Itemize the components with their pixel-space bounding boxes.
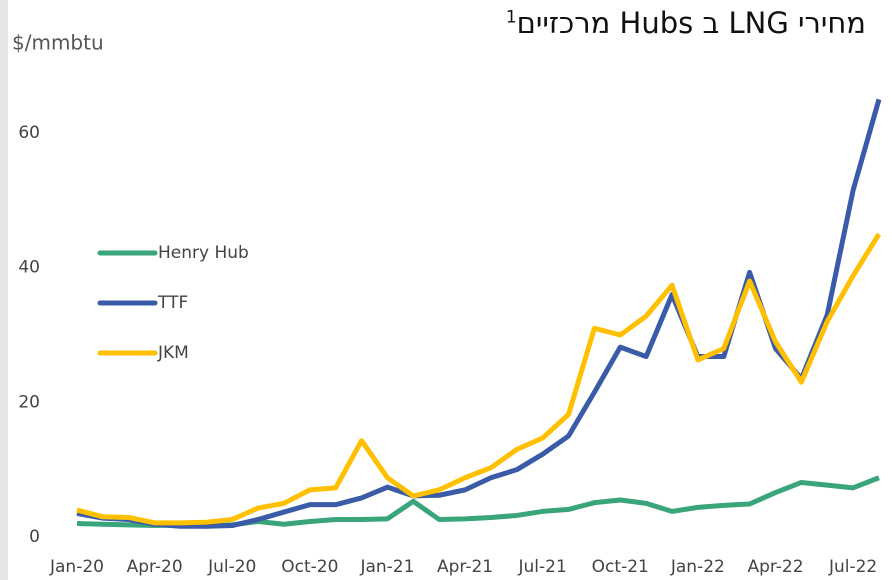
legend-label: TTF bbox=[157, 293, 188, 313]
x-tick-label: Apr-20 bbox=[127, 557, 183, 577]
legend-label: Henry Hub bbox=[158, 243, 249, 263]
x-tick-label: Jul-20 bbox=[207, 557, 256, 577]
y-tick-label: 40 bbox=[18, 258, 40, 278]
legend-label: JKM bbox=[157, 343, 189, 363]
chart-title: מחירי LNG ב Hubs מרכזיים1 bbox=[506, 6, 866, 40]
x-tick-label: Jan-20 bbox=[49, 557, 104, 577]
y-tick-label: 60 bbox=[18, 123, 40, 143]
line-series bbox=[76, 98, 882, 529]
x-tick-label: Jan-21 bbox=[359, 557, 414, 577]
x-tick-label: Oct-21 bbox=[592, 557, 649, 577]
x-tick-label: Jan-22 bbox=[670, 557, 725, 577]
x-tick-label: Oct-20 bbox=[281, 557, 338, 577]
x-tick-label: Apr-22 bbox=[747, 557, 803, 577]
title-text: מחירי LNG ב Hubs מרכזיים bbox=[516, 6, 866, 40]
side-bar bbox=[0, 0, 8, 580]
x-tick-label: Jul-22 bbox=[828, 557, 877, 577]
y-tick-label: 0 bbox=[29, 527, 40, 547]
y-tick-label: 20 bbox=[18, 392, 40, 412]
x-tick-label: Jul-21 bbox=[518, 557, 567, 577]
title-footnote: 1 bbox=[505, 7, 517, 28]
line-series bbox=[76, 232, 882, 526]
x-tick-label: Apr-21 bbox=[437, 557, 493, 577]
y-axis-label: $/mmbtu bbox=[12, 31, 104, 55]
